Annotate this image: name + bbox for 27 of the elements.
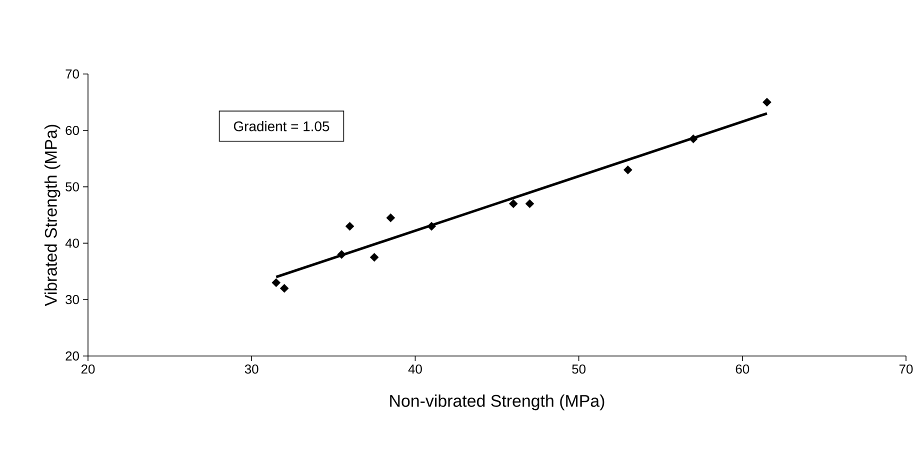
point (337, 250, 346, 259)
point (370, 252, 379, 262)
x-tick-label: 50 (572, 364, 586, 374)
y-tick-label: 30 (66, 295, 79, 304)
annotation: Gradient = 1.05 (234, 121, 330, 132)
y-tick-label: 40 (65, 238, 79, 248)
y-tick-label: 70 (66, 69, 79, 79)
point (623, 166, 632, 174)
y-tick-label: 20 (66, 351, 79, 361)
point (280, 284, 289, 293)
x-tick-label: 40 (408, 364, 422, 374)
point (272, 278, 281, 288)
y-tick-label: 50 (66, 182, 79, 192)
point (525, 199, 534, 208)
y-axis-title: Vibrated Strength (MPa) (44, 124, 60, 306)
point (762, 98, 772, 107)
y-tick-label: 60 (66, 126, 79, 135)
x-tick-label: 30 (244, 364, 258, 374)
point (427, 222, 436, 231)
point (688, 134, 698, 144)
point (345, 222, 354, 231)
point (386, 213, 396, 222)
x-tick-label: 60 (736, 364, 750, 374)
x-tick-label: 20 (81, 364, 95, 374)
point (508, 199, 518, 208)
x-axis-title: Non-vibrated Strength (MPa) (390, 394, 604, 410)
x-tick-label: 70 (899, 364, 913, 374)
